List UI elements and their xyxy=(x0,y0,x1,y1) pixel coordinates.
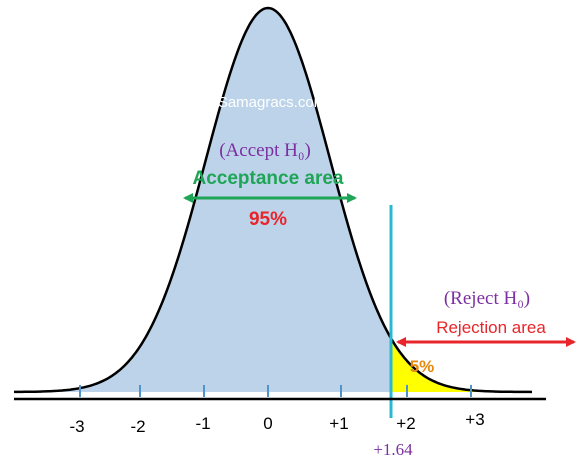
rejection-percent: 5% xyxy=(410,357,435,376)
tick-label-0: 0 xyxy=(263,414,272,433)
acceptance-region xyxy=(14,8,391,392)
accept-h0-label: (Accept H₀) xyxy=(219,140,311,161)
tick-label-minus-2: -2 xyxy=(130,417,145,436)
tick-label-minus-1: -1 xyxy=(195,414,210,433)
tick-label-plus-1: +1 xyxy=(329,414,348,433)
acceptance-percent: 95% xyxy=(249,209,287,230)
tick-label-plus-2: +2 xyxy=(396,414,415,433)
axis-ticks xyxy=(79,385,472,397)
reject-h0-label: (Reject H₀) xyxy=(444,288,530,309)
tick-label-minus-3: -3 xyxy=(69,417,84,436)
watermark: Samagracs.com xyxy=(218,94,326,111)
normal-curve xyxy=(14,6,533,394)
acceptance-area-label: Acceptance area xyxy=(192,168,343,189)
critical-value-label: +1.64 xyxy=(373,440,413,459)
rejection-area-label: Rejection area xyxy=(436,318,546,337)
tick-label-plus-3: +3 xyxy=(465,410,484,429)
